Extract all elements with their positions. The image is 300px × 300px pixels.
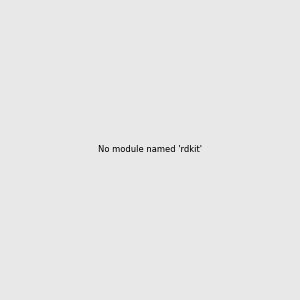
Text: No module named 'rdkit': No module named 'rdkit' <box>98 146 202 154</box>
